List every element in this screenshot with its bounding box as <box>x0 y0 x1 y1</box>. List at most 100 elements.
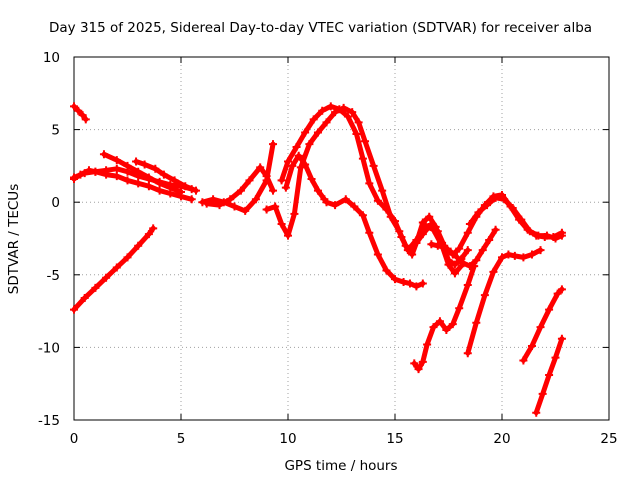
grid <box>74 57 609 420</box>
data-point <box>382 266 391 275</box>
data-point <box>465 262 474 271</box>
chart-title: Day 315 of 2025, Sidereal Day-to-day VTE… <box>49 20 592 36</box>
data-point <box>132 157 141 166</box>
data-point <box>112 156 121 165</box>
data-point <box>536 323 545 332</box>
data-point <box>134 241 143 250</box>
data-point <box>80 169 89 178</box>
data-point <box>284 231 292 240</box>
data-point <box>472 256 481 265</box>
data-point <box>307 174 316 183</box>
data-point <box>491 225 500 234</box>
data-point <box>134 179 143 188</box>
data-point <box>365 228 374 237</box>
y-tick-label: -10 <box>38 340 60 356</box>
x-tick-label: 20 <box>493 431 510 447</box>
data-point <box>450 269 459 278</box>
data-point <box>365 179 374 188</box>
data-point <box>446 247 455 256</box>
data-point <box>525 227 534 236</box>
y-axis-label: SDTVAR / TECUs <box>6 184 22 294</box>
data-point <box>519 253 528 262</box>
data-point <box>418 279 427 288</box>
data-point <box>361 137 370 146</box>
data-point <box>435 317 444 326</box>
data-point <box>373 250 382 259</box>
data-point <box>489 267 498 276</box>
series-satellite-a <box>71 103 89 122</box>
data-point <box>418 357 427 366</box>
data-point <box>305 140 314 149</box>
data-point <box>256 163 265 172</box>
data-point <box>433 227 442 236</box>
data-point <box>519 356 528 365</box>
data-point <box>269 186 278 195</box>
data-point <box>151 164 160 173</box>
data-point <box>545 370 554 379</box>
data-point <box>191 186 200 195</box>
data-point <box>527 250 536 259</box>
data-point <box>245 176 254 185</box>
data-point <box>399 278 408 287</box>
data-point <box>155 186 164 195</box>
x-tick-label: 25 <box>600 431 617 447</box>
series-satellite-q <box>465 247 543 356</box>
data-point <box>504 250 513 259</box>
series-satellite-j <box>279 103 466 276</box>
y-tick-label: -15 <box>38 413 60 429</box>
data-point <box>159 170 168 179</box>
y-tick-label: 5 <box>51 123 60 139</box>
x-tick-label: 15 <box>386 431 403 447</box>
data-point <box>123 176 132 185</box>
data-point <box>123 253 132 262</box>
data-point <box>70 305 78 314</box>
data-point <box>134 167 143 176</box>
data-point <box>313 128 322 137</box>
data-point <box>70 173 78 182</box>
data-point <box>557 285 566 294</box>
x-axis-label: GPS time / hours <box>284 458 397 474</box>
data-point <box>463 246 472 255</box>
y-tick-label: -5 <box>47 268 60 284</box>
data-point <box>322 198 331 207</box>
data-point <box>427 219 436 228</box>
data-point <box>465 219 474 228</box>
data-point <box>553 289 562 298</box>
data-point <box>485 235 494 244</box>
data-point <box>459 259 468 268</box>
data-point <box>358 154 367 163</box>
data-point <box>343 112 352 121</box>
data-point <box>341 195 350 204</box>
data-point <box>403 246 412 255</box>
series-satellite-l <box>324 196 426 289</box>
data-point <box>91 167 100 176</box>
data-point <box>414 365 423 374</box>
data-point <box>455 304 464 313</box>
data-point <box>408 250 417 259</box>
data-point <box>284 157 292 166</box>
data-point <box>230 202 239 211</box>
data-point <box>557 231 566 240</box>
data-point <box>373 196 382 205</box>
data-point <box>412 282 421 291</box>
data-point <box>442 325 451 334</box>
data-point <box>91 283 100 292</box>
data-point <box>322 118 331 127</box>
data-point <box>491 193 500 202</box>
data-point <box>545 305 554 314</box>
data-point <box>423 340 432 349</box>
data-point <box>463 280 472 289</box>
data-point <box>140 160 149 169</box>
data-point <box>425 212 434 221</box>
data-point <box>81 115 90 124</box>
data-point <box>410 359 419 368</box>
data-point <box>448 320 457 329</box>
data-point <box>498 253 506 262</box>
data-point <box>155 179 164 188</box>
data-point <box>412 238 421 247</box>
y-tick-label: 10 <box>43 50 60 66</box>
data-point <box>440 243 449 252</box>
data-point <box>99 150 108 159</box>
data-point <box>144 182 153 191</box>
data-point <box>536 246 545 255</box>
